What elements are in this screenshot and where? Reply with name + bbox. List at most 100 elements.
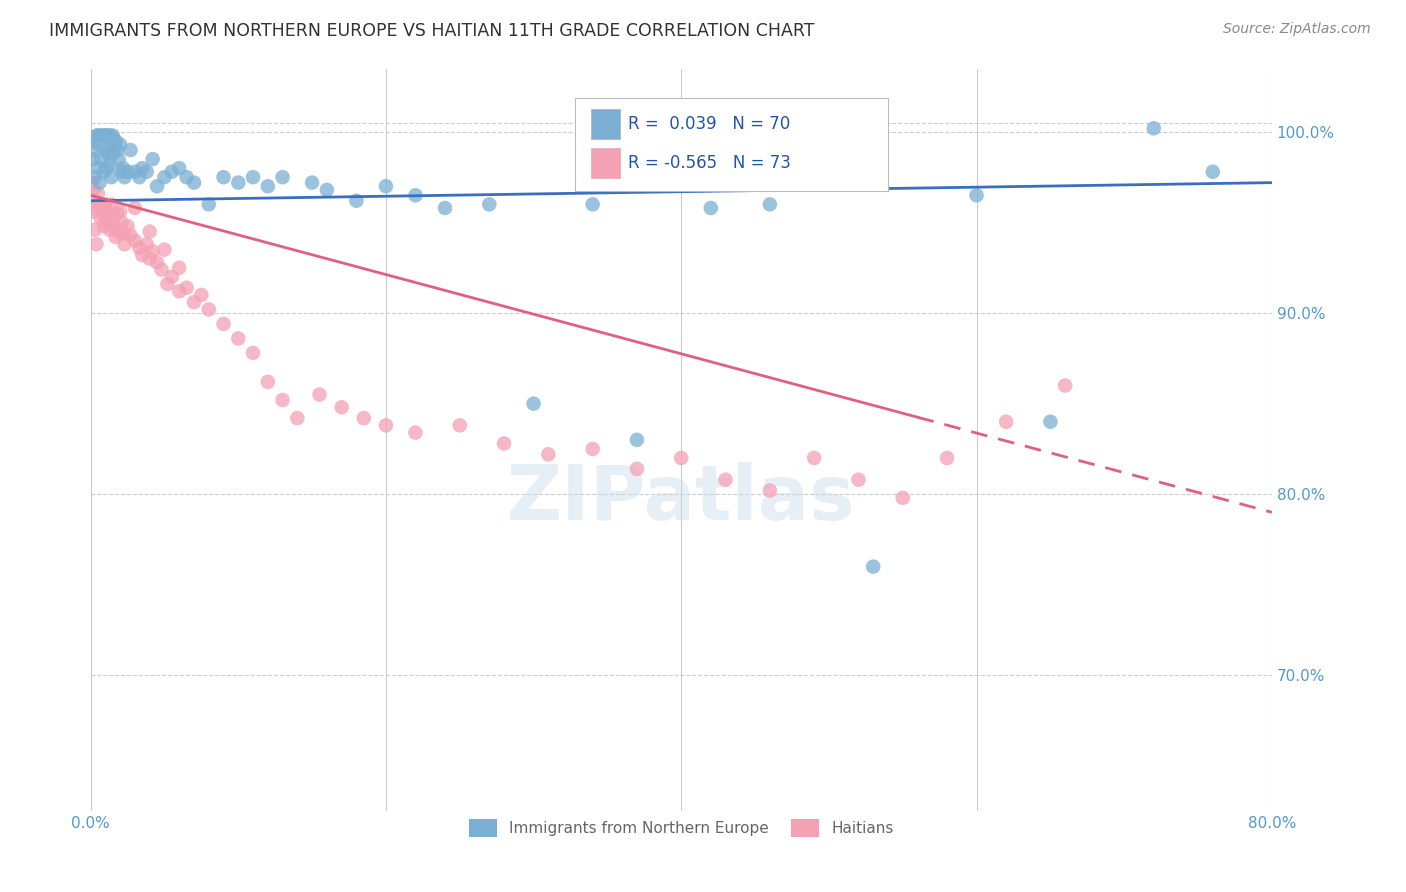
Point	[285, 411, 308, 425]
Point	[101, 146, 124, 161]
Point	[101, 208, 124, 222]
Point	[131, 161, 153, 176]
Point	[80, 143, 103, 157]
Point	[167, 260, 190, 275]
Point	[100, 170, 122, 185]
Point	[494, 436, 516, 450]
Point	[891, 491, 914, 505]
Point	[84, 134, 107, 148]
Point	[103, 219, 125, 233]
Point	[96, 161, 118, 176]
Point	[226, 331, 249, 345]
Point	[404, 425, 426, 440]
Point	[114, 170, 136, 185]
Point	[128, 170, 150, 185]
Point	[84, 170, 107, 185]
Point	[100, 197, 122, 211]
Point	[153, 170, 176, 185]
Point	[936, 450, 959, 465]
Point	[176, 170, 198, 185]
Point	[107, 225, 129, 239]
Point	[91, 201, 114, 215]
Point	[449, 418, 471, 433]
Point	[197, 302, 219, 317]
Point	[96, 204, 118, 219]
Point	[86, 201, 108, 215]
Point	[242, 170, 264, 185]
Point	[353, 411, 375, 425]
Point	[862, 559, 884, 574]
Point	[100, 130, 122, 145]
Point	[176, 281, 198, 295]
Point	[112, 161, 135, 176]
Point	[83, 183, 105, 197]
Point	[124, 234, 146, 248]
Point	[256, 375, 278, 389]
Point	[995, 415, 1018, 429]
Point	[117, 219, 139, 233]
Point	[848, 473, 870, 487]
Point	[97, 146, 120, 161]
Point	[330, 401, 353, 415]
Point	[94, 211, 117, 226]
Text: R =  0.039   N = 70: R = 0.039 N = 70	[628, 115, 790, 133]
Point	[135, 237, 157, 252]
Legend: Immigrants from Northern Europe, Haitians: Immigrants from Northern Europe, Haitian…	[461, 812, 901, 845]
Point	[112, 227, 135, 241]
Point	[120, 228, 142, 243]
Point	[190, 288, 212, 302]
Point	[80, 176, 103, 190]
Point	[700, 201, 723, 215]
Point	[84, 194, 107, 208]
Point	[94, 128, 117, 143]
Point	[626, 462, 648, 476]
Point	[142, 152, 165, 166]
Point	[714, 473, 737, 487]
Point	[183, 176, 205, 190]
Point	[90, 152, 112, 166]
Point	[167, 285, 190, 299]
Point	[94, 197, 117, 211]
Point	[96, 128, 118, 143]
Point	[212, 317, 235, 331]
Point	[84, 223, 107, 237]
Point	[344, 194, 367, 208]
Point	[671, 450, 693, 465]
Point	[271, 170, 294, 185]
Point	[93, 165, 115, 179]
Point	[167, 161, 190, 176]
Point	[120, 143, 142, 157]
Text: ZIPatlas: ZIPatlas	[508, 462, 856, 536]
Point	[90, 211, 112, 226]
Point	[582, 197, 605, 211]
Point	[107, 152, 129, 166]
Point	[966, 188, 988, 202]
Point	[97, 128, 120, 143]
Point	[153, 243, 176, 257]
Point	[89, 197, 111, 211]
Point	[101, 128, 124, 143]
Point	[90, 128, 112, 143]
Point	[91, 128, 114, 143]
Point	[124, 165, 146, 179]
Point	[308, 387, 330, 401]
Point	[256, 179, 278, 194]
Point	[759, 197, 782, 211]
Point	[104, 230, 127, 244]
Point	[111, 165, 134, 179]
Point	[146, 255, 169, 269]
Point	[83, 152, 105, 166]
Point	[582, 442, 605, 456]
Point	[128, 241, 150, 255]
Point	[142, 244, 165, 259]
Point	[759, 483, 782, 498]
Point	[98, 128, 121, 143]
Point	[97, 215, 120, 229]
Point	[138, 252, 160, 266]
Text: IMMIGRANTS FROM NORTHERN EUROPE VS HAITIAN 11TH GRADE CORRELATION CHART: IMMIGRANTS FROM NORTHERN EUROPE VS HAITI…	[49, 22, 814, 40]
Point	[478, 197, 501, 211]
Point	[626, 433, 648, 447]
Point	[105, 143, 128, 157]
Point	[523, 396, 546, 410]
Point	[124, 201, 146, 215]
